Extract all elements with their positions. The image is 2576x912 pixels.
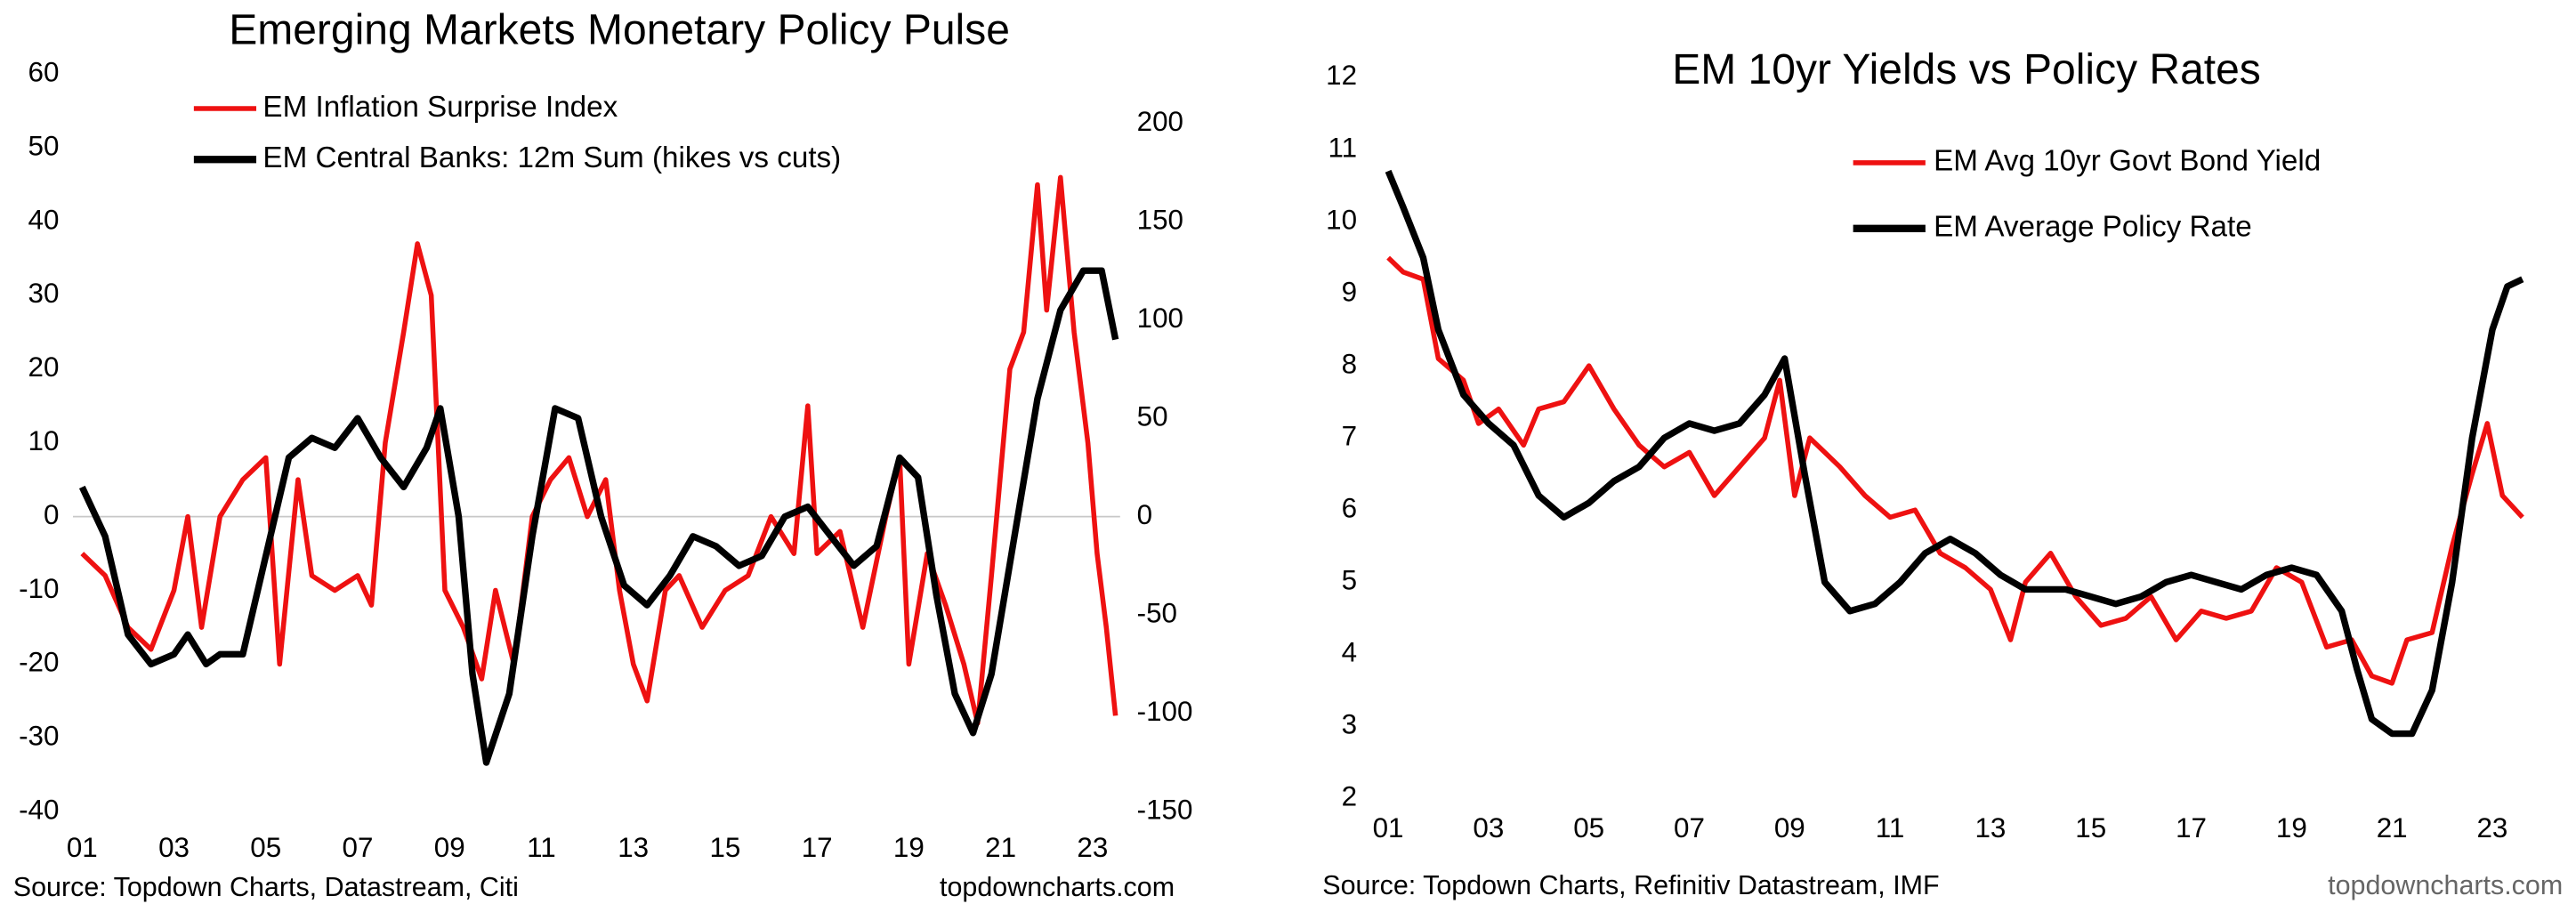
- y-tick-label: -20: [19, 647, 59, 678]
- legend-label: EM Average Policy Rate: [1934, 211, 2252, 244]
- y-tick-label: 12: [1326, 60, 1357, 91]
- x-tick-label: 11: [1876, 812, 1905, 843]
- y-tick-label: 9: [1342, 276, 1357, 307]
- y-tick-label: 4: [1342, 637, 1357, 668]
- y-tick-label: 8: [1342, 348, 1357, 379]
- legend-label: EM Central Banks: 12m Sum (hikes vs cuts…: [262, 141, 841, 174]
- x-tick-label: 15: [709, 832, 740, 863]
- y-tick-label: 6: [1342, 493, 1357, 524]
- y-tick-label: 30: [28, 278, 60, 309]
- x-tick-label: 17: [2176, 812, 2207, 843]
- y-tick-label: 40: [28, 204, 60, 235]
- x-tick-label: 05: [250, 832, 281, 863]
- x-tick-label: 23: [1077, 832, 1108, 863]
- x-tick-label: 09: [434, 832, 465, 863]
- chart-title: EM 10yr Yields vs Policy Rates: [1672, 46, 2261, 93]
- x-tick-label: 13: [618, 832, 649, 863]
- credit: topdowncharts.com: [940, 872, 1175, 902]
- x-tick-label: 17: [802, 832, 833, 863]
- y2-tick-label: 0: [1137, 499, 1152, 530]
- series-line: [80, 174, 1118, 726]
- legend-label: EM Avg 10yr Govt Bond Yield: [1934, 145, 2321, 178]
- y2-tick-label: 200: [1137, 106, 1183, 137]
- x-tick-label: 15: [2075, 812, 2106, 843]
- y-tick-label: 10: [28, 425, 60, 456]
- y-tick-label: 5: [1342, 565, 1357, 596]
- x-tick-label: 11: [527, 832, 556, 863]
- y2-tick-label: 150: [1137, 204, 1183, 235]
- y-tick-label: -30: [19, 721, 59, 752]
- y-tick-label: 3: [1342, 709, 1357, 740]
- series-line: [78, 267, 1119, 766]
- x-tick-label: 09: [1774, 812, 1805, 843]
- x-tick-label: 05: [1573, 812, 1604, 843]
- x-tick-label: 19: [2276, 812, 2307, 843]
- y-tick-label: 7: [1342, 420, 1357, 451]
- x-tick-label: 13: [1974, 812, 2006, 843]
- x-tick-label: 21: [985, 832, 1016, 863]
- y-tick-label: 11: [1328, 132, 1357, 163]
- x-tick-label: 07: [1674, 812, 1705, 843]
- y-tick-label: 50: [28, 130, 60, 161]
- x-tick-label: 23: [2476, 812, 2507, 843]
- source-note: Source: Topdown Charts, Datastream, Citi: [13, 872, 519, 902]
- y2-tick-label: 50: [1137, 400, 1168, 432]
- y2-tick-label: -100: [1137, 696, 1193, 727]
- y-tick-label: 0: [44, 499, 59, 530]
- x-tick-label: 01: [1373, 812, 1404, 843]
- x-tick-label: 03: [1473, 812, 1504, 843]
- credit: topdowncharts.com: [2328, 870, 2563, 900]
- y-tick-label: -10: [19, 573, 59, 604]
- series-line: [1386, 255, 2524, 686]
- y2-tick-label: -50: [1137, 597, 1177, 628]
- legend-label: EM Inflation Surprise Index: [262, 91, 618, 124]
- y-tick-label: 20: [28, 351, 60, 383]
- y2-tick-label: 100: [1137, 303, 1183, 334]
- y2-tick-label: -150: [1137, 795, 1193, 826]
- y-tick-label: -40: [19, 795, 59, 826]
- x-tick-label: 07: [343, 832, 374, 863]
- y-tick-label: 60: [28, 57, 60, 88]
- chart-title: Emerging Markets Monetary Policy Pulse: [229, 7, 1010, 54]
- y-tick-label: 2: [1342, 781, 1357, 812]
- x-tick-label: 21: [2377, 812, 2408, 843]
- x-tick-label: 01: [67, 832, 98, 863]
- series-line: [1385, 169, 2524, 738]
- x-tick-label: 03: [158, 832, 190, 863]
- source-note: Source: Topdown Charts, Refinitiv Datast…: [1322, 870, 1939, 900]
- y-tick-label: 10: [1326, 204, 1357, 235]
- x-tick-label: 19: [893, 832, 925, 863]
